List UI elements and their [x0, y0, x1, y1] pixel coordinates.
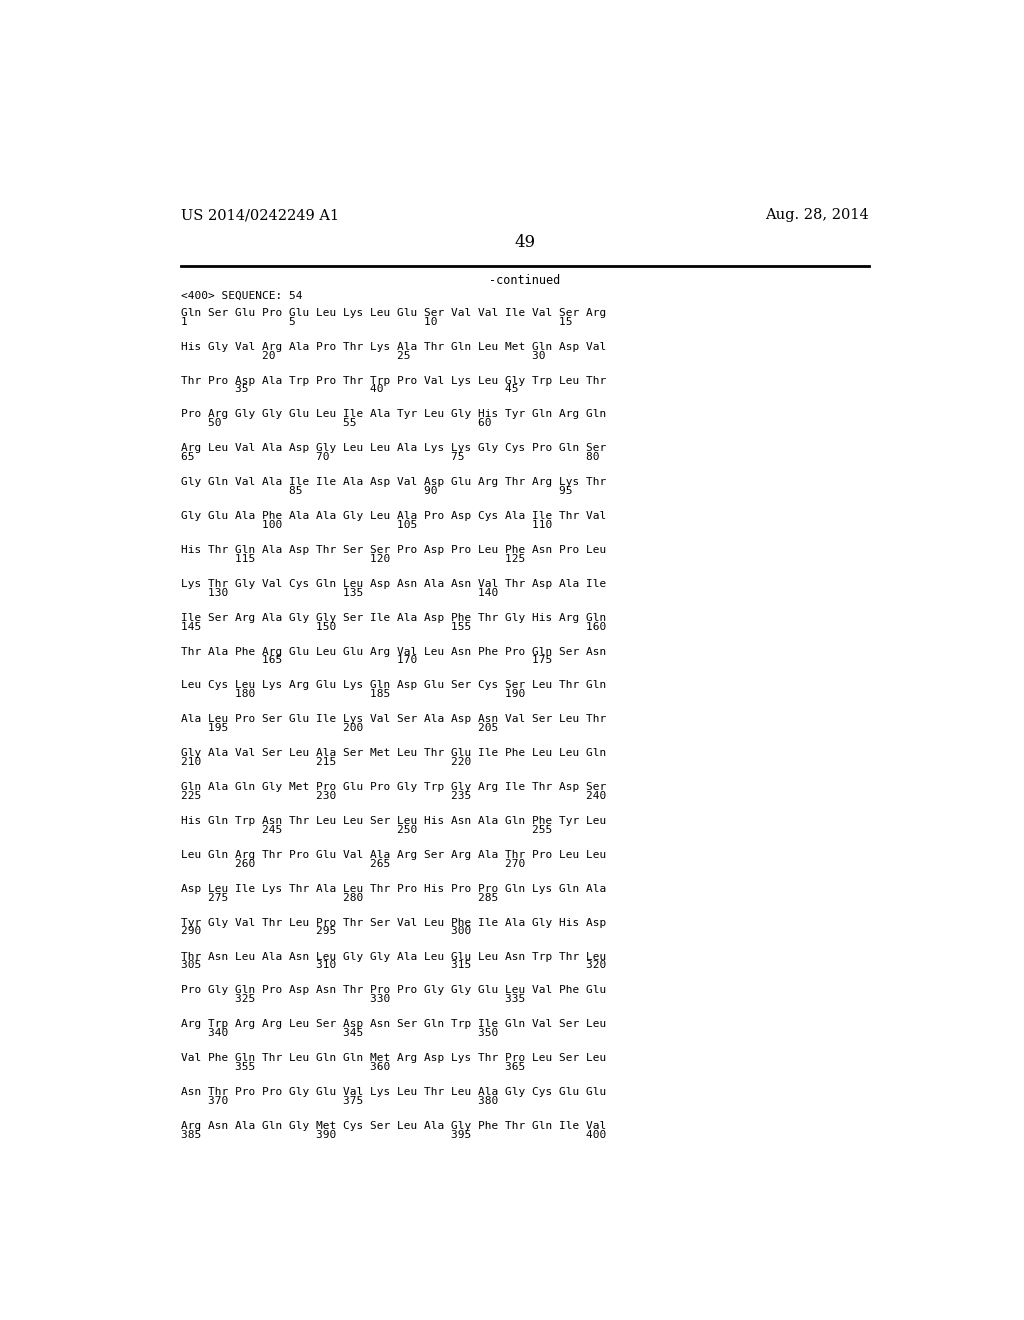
- Text: Gly Gln Val Ala Ile Ile Ala Asp Val Asp Glu Arg Thr Arg Lys Thr: Gly Gln Val Ala Ile Ile Ala Asp Val Asp …: [180, 478, 606, 487]
- Text: Ala Leu Pro Ser Glu Ile Lys Val Ser Ala Asp Asn Val Ser Leu Thr: Ala Leu Pro Ser Glu Ile Lys Val Ser Ala …: [180, 714, 606, 725]
- Text: 115                 120                 125: 115 120 125: [180, 554, 525, 564]
- Text: His Thr Gln Ala Asp Thr Ser Ser Pro Asp Pro Leu Phe Asn Pro Leu: His Thr Gln Ala Asp Thr Ser Ser Pro Asp …: [180, 545, 606, 554]
- Text: Leu Gln Arg Thr Pro Glu Val Ala Arg Ser Arg Ala Thr Pro Leu Leu: Leu Gln Arg Thr Pro Glu Val Ala Arg Ser …: [180, 850, 606, 859]
- Text: 180                 185                 190: 180 185 190: [180, 689, 525, 700]
- Text: <400> SEQUENCE: 54: <400> SEQUENCE: 54: [180, 290, 302, 301]
- Text: Val Phe Gln Thr Leu Gln Gln Met Arg Asp Lys Thr Pro Leu Ser Leu: Val Phe Gln Thr Leu Gln Gln Met Arg Asp …: [180, 1053, 606, 1063]
- Text: 355                 360                 365: 355 360 365: [180, 1063, 525, 1072]
- Text: 305                 310                 315                 320: 305 310 315 320: [180, 961, 606, 970]
- Text: Arg Leu Val Ala Asp Gly Leu Leu Ala Lys Lys Gly Cys Pro Gln Ser: Arg Leu Val Ala Asp Gly Leu Leu Ala Lys …: [180, 444, 606, 453]
- Text: 260                 265                 270: 260 265 270: [180, 859, 525, 869]
- Text: US 2014/0242249 A1: US 2014/0242249 A1: [180, 209, 339, 223]
- Text: Leu Cys Leu Lys Arg Glu Lys Gln Asp Glu Ser Cys Ser Leu Thr Gln: Leu Cys Leu Lys Arg Glu Lys Gln Asp Glu …: [180, 681, 606, 690]
- Text: Thr Asn Leu Ala Asn Leu Gly Gly Ala Leu Glu Leu Asn Trp Thr Leu: Thr Asn Leu Ala Asn Leu Gly Gly Ala Leu …: [180, 952, 606, 961]
- Text: 85                  90                  95: 85 90 95: [180, 486, 572, 496]
- Text: 130                 135                 140: 130 135 140: [180, 587, 498, 598]
- Text: Pro Gly Gln Pro Asp Asn Thr Pro Pro Gly Gly Glu Leu Val Phe Glu: Pro Gly Gln Pro Asp Asn Thr Pro Pro Gly …: [180, 985, 606, 995]
- Text: 50                  55                  60: 50 55 60: [180, 418, 492, 428]
- Text: 195                 200                 205: 195 200 205: [180, 723, 498, 733]
- Text: Aug. 28, 2014: Aug. 28, 2014: [765, 209, 869, 223]
- Text: Gly Glu Ala Phe Ala Ala Gly Leu Ala Pro Asp Cys Ala Ile Thr Val: Gly Glu Ala Phe Ala Ala Gly Leu Ala Pro …: [180, 511, 606, 521]
- Text: Arg Asn Ala Gln Gly Met Cys Ser Leu Ala Gly Phe Thr Gln Ile Val: Arg Asn Ala Gln Gly Met Cys Ser Leu Ala …: [180, 1121, 606, 1131]
- Text: Pro Arg Gly Gly Glu Leu Ile Ala Tyr Leu Gly His Tyr Gln Arg Gln: Pro Arg Gly Gly Glu Leu Ile Ala Tyr Leu …: [180, 409, 606, 420]
- Text: 245                 250                 255: 245 250 255: [180, 825, 552, 834]
- Text: 325                 330                 335: 325 330 335: [180, 994, 525, 1005]
- Text: 145                 150                 155                 160: 145 150 155 160: [180, 622, 606, 631]
- Text: 20                  25                  30: 20 25 30: [180, 351, 545, 360]
- Text: 340                 345                 350: 340 345 350: [180, 1028, 498, 1038]
- Text: 49: 49: [514, 234, 536, 251]
- Text: 225                 230                 235                 240: 225 230 235 240: [180, 791, 606, 801]
- Text: Ile Ser Arg Ala Gly Gly Ser Ile Ala Asp Phe Thr Gly His Arg Gln: Ile Ser Arg Ala Gly Gly Ser Ile Ala Asp …: [180, 612, 606, 623]
- Text: 385                 390                 395                 400: 385 390 395 400: [180, 1130, 606, 1139]
- Text: Arg Trp Arg Arg Leu Ser Asp Asn Ser Gln Trp Ile Gln Val Ser Leu: Arg Trp Arg Arg Leu Ser Asp Asn Ser Gln …: [180, 1019, 606, 1030]
- Text: His Gln Trp Asn Thr Leu Leu Ser Leu His Asn Ala Gln Phe Tyr Leu: His Gln Trp Asn Thr Leu Leu Ser Leu His …: [180, 816, 606, 826]
- Text: His Gly Val Arg Ala Pro Thr Lys Ala Thr Gln Leu Met Gln Asp Val: His Gly Val Arg Ala Pro Thr Lys Ala Thr …: [180, 342, 606, 351]
- Text: Asn Thr Pro Pro Gly Glu Val Lys Leu Thr Leu Ala Gly Cys Glu Glu: Asn Thr Pro Pro Gly Glu Val Lys Leu Thr …: [180, 1088, 606, 1097]
- Text: Tyr Gly Val Thr Leu Pro Thr Ser Val Leu Phe Ile Ala Gly His Asp: Tyr Gly Val Thr Leu Pro Thr Ser Val Leu …: [180, 917, 606, 928]
- Text: Gln Ala Gln Gly Met Pro Glu Pro Gly Trp Gly Arg Ile Thr Asp Ser: Gln Ala Gln Gly Met Pro Glu Pro Gly Trp …: [180, 781, 606, 792]
- Text: Asp Leu Ile Lys Thr Ala Leu Thr Pro His Pro Pro Gln Lys Gln Ala: Asp Leu Ile Lys Thr Ala Leu Thr Pro His …: [180, 884, 606, 894]
- Text: Gln Ser Glu Pro Glu Leu Lys Leu Glu Ser Val Val Ile Val Ser Arg: Gln Ser Glu Pro Glu Leu Lys Leu Glu Ser …: [180, 308, 606, 318]
- Text: 210                 215                 220: 210 215 220: [180, 758, 471, 767]
- Text: Thr Pro Asp Ala Trp Pro Thr Trp Pro Val Lys Leu Gly Trp Leu Thr: Thr Pro Asp Ala Trp Pro Thr Trp Pro Val …: [180, 376, 606, 385]
- Text: 35                  40                  45: 35 40 45: [180, 384, 518, 395]
- Text: 165                 170                 175: 165 170 175: [180, 656, 552, 665]
- Text: Thr Ala Phe Arg Glu Leu Glu Arg Val Leu Asn Phe Pro Gln Ser Asn: Thr Ala Phe Arg Glu Leu Glu Arg Val Leu …: [180, 647, 606, 656]
- Text: 1               5                   10                  15: 1 5 10 15: [180, 317, 572, 326]
- Text: -continued: -continued: [489, 275, 560, 286]
- Text: Gly Ala Val Ser Leu Ala Ser Met Leu Thr Glu Ile Phe Leu Leu Gln: Gly Ala Val Ser Leu Ala Ser Met Leu Thr …: [180, 748, 606, 758]
- Text: 65                  70                  75                  80: 65 70 75 80: [180, 453, 599, 462]
- Text: 370                 375                 380: 370 375 380: [180, 1096, 498, 1106]
- Text: Lys Thr Gly Val Cys Gln Leu Asp Asn Ala Asn Val Thr Asp Ala Ile: Lys Thr Gly Val Cys Gln Leu Asp Asn Ala …: [180, 579, 606, 589]
- Text: 100                 105                 110: 100 105 110: [180, 520, 552, 529]
- Text: 290                 295                 300: 290 295 300: [180, 927, 471, 936]
- Text: 275                 280                 285: 275 280 285: [180, 892, 498, 903]
